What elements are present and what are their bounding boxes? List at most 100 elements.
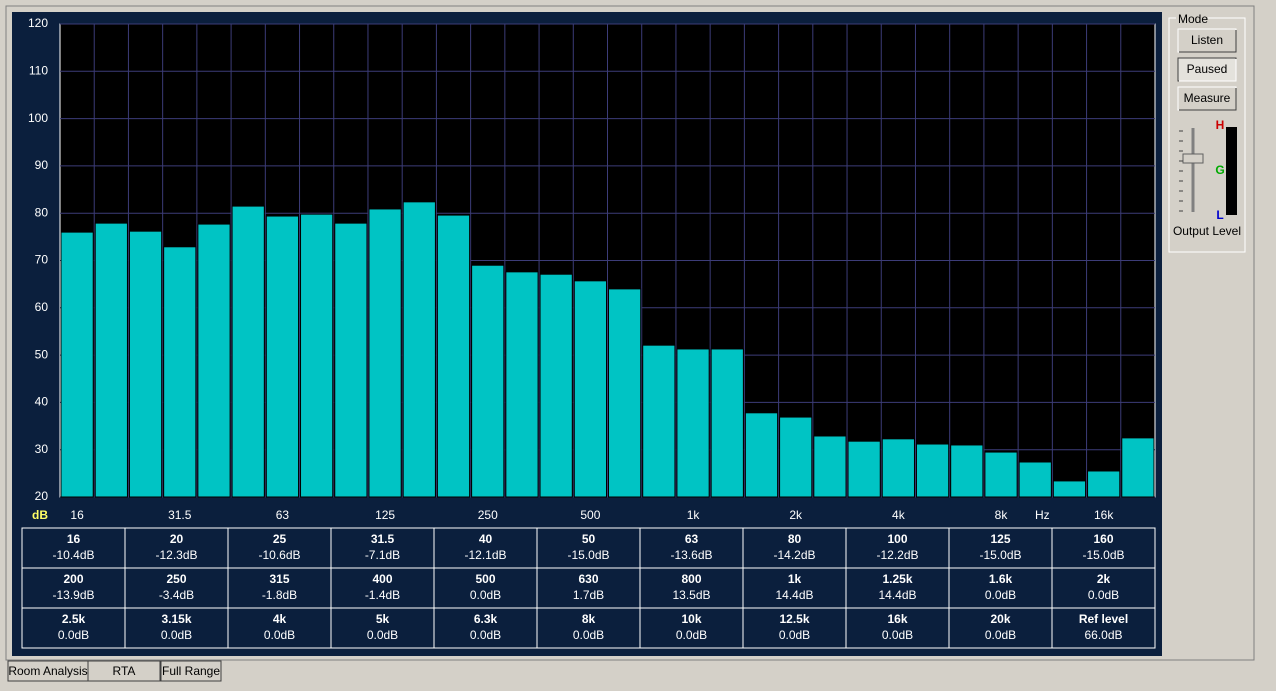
band-gain: -12.2dB <box>876 548 918 562</box>
bar <box>950 444 984 498</box>
band-name: 25 <box>273 532 287 546</box>
meter-h: H <box>1216 118 1225 132</box>
mode-button-label: Measure <box>1184 91 1231 105</box>
tab[interactable] <box>160 660 222 682</box>
band-name: 16 <box>67 532 81 546</box>
band-gain: 0.0dB <box>367 628 398 642</box>
band-name: 500 <box>475 572 495 586</box>
y-tick-label: 60 <box>35 300 49 314</box>
band-name: 20 <box>170 532 184 546</box>
bar <box>813 435 847 498</box>
x-tick-label: 125 <box>375 508 395 522</box>
bar <box>197 223 231 498</box>
band-gain: -10.6dB <box>258 548 300 562</box>
bar <box>60 231 94 498</box>
band-gain: -13.9dB <box>52 588 94 602</box>
band-gain: -15.0dB <box>567 548 609 562</box>
table-cell <box>1051 607 1156 649</box>
y-tick-label: 30 <box>35 442 49 456</box>
band-gain: 0.0dB <box>985 628 1016 642</box>
mode-title-bg <box>1176 13 1208 25</box>
band-gain: 0.0dB <box>1088 588 1119 602</box>
bar <box>231 205 265 498</box>
y-tick-label: 100 <box>28 111 48 125</box>
band-name: 20k <box>990 612 1010 626</box>
band-gain: -13.6dB <box>670 548 712 562</box>
band-gain: 1.7dB <box>573 588 604 602</box>
band-name: 2.5k <box>62 612 86 626</box>
frame <box>5 5 1255 661</box>
mode-button-shadow <box>1178 87 1237 111</box>
mode-button-label: Paused <box>1187 62 1228 76</box>
band-name: 3.15k <box>161 612 191 626</box>
band-gain: 14.4dB <box>878 588 916 602</box>
x-tick-label: 31.5 <box>168 508 192 522</box>
y-tick-label: 110 <box>29 63 48 77</box>
bar <box>676 348 710 498</box>
mode-title: Mode <box>1178 12 1208 26</box>
y-tick-label: 90 <box>35 158 49 172</box>
band-gain: 0.0dB <box>573 628 604 642</box>
bar <box>539 273 573 498</box>
band-name: 315 <box>269 572 289 586</box>
tab[interactable] <box>87 660 161 682</box>
band-name: 12.5k <box>779 612 809 626</box>
band-name: 8k <box>582 612 596 626</box>
bar <box>779 416 813 498</box>
y-axis-label: dB <box>32 508 48 522</box>
meter-l: L <box>1216 208 1223 222</box>
bar <box>881 438 915 498</box>
slider-thumb[interactable] <box>1182 153 1204 164</box>
x-tick-label: 8k <box>995 508 1009 522</box>
y-tick-label: 70 <box>35 253 49 267</box>
bar <box>402 201 436 498</box>
band-name: 800 <box>681 572 701 586</box>
band-gain: 0.0dB <box>985 588 1016 602</box>
x-tick-label: 16k <box>1094 508 1114 522</box>
mode-button-shadow <box>1178 29 1237 53</box>
band-gain: -10.4dB <box>52 548 94 562</box>
x-unit-label: Hz <box>1035 508 1050 522</box>
output-level-label: Output Level <box>1173 224 1241 238</box>
x-tick-label: 4k <box>892 508 906 522</box>
band-gain: 0.0dB <box>161 628 192 642</box>
band-gain: -3.4dB <box>159 588 194 602</box>
band-name: 63 <box>685 532 699 546</box>
band-gain: 0.0dB <box>470 628 501 642</box>
band-gain: 0.0dB <box>676 628 707 642</box>
band-name: 31.5 <box>371 532 395 546</box>
band-name: 40 <box>479 532 493 546</box>
x-tick-label: 16 <box>70 508 84 522</box>
band-gain: 0.0dB <box>882 628 913 642</box>
x-tick-label: 250 <box>478 508 498 522</box>
bar <box>300 213 334 498</box>
bar <box>368 208 402 498</box>
x-tick-label: 1k <box>687 508 701 522</box>
x-tick-label: 500 <box>580 508 600 522</box>
band-gain: -14.2dB <box>773 548 815 562</box>
bar <box>744 412 779 498</box>
band-gain: 13.5dB <box>672 588 710 602</box>
x-tick-label: 2k <box>789 508 803 522</box>
bar <box>1052 480 1087 498</box>
band-name: 630 <box>578 572 598 586</box>
band-gain: -7.1dB <box>365 548 400 562</box>
bar <box>1018 461 1052 498</box>
band-gain: -12.3dB <box>155 548 197 562</box>
bar <box>710 348 744 498</box>
x-tick-label: 63 <box>276 508 290 522</box>
band-name: 1.25k <box>882 572 912 586</box>
bar <box>163 246 197 498</box>
band-name: 6.3k <box>474 612 498 626</box>
y-tick-label: 20 <box>35 489 49 503</box>
band-name: 100 <box>887 532 907 546</box>
band-name: 160 <box>1093 532 1113 546</box>
band-gain: -12.1dB <box>464 548 506 562</box>
bar <box>334 222 368 498</box>
band-name: 1.6k <box>989 572 1013 586</box>
bar <box>984 451 1018 498</box>
band-name: 400 <box>372 572 392 586</box>
band-gain: 66.0dB <box>1084 628 1122 642</box>
